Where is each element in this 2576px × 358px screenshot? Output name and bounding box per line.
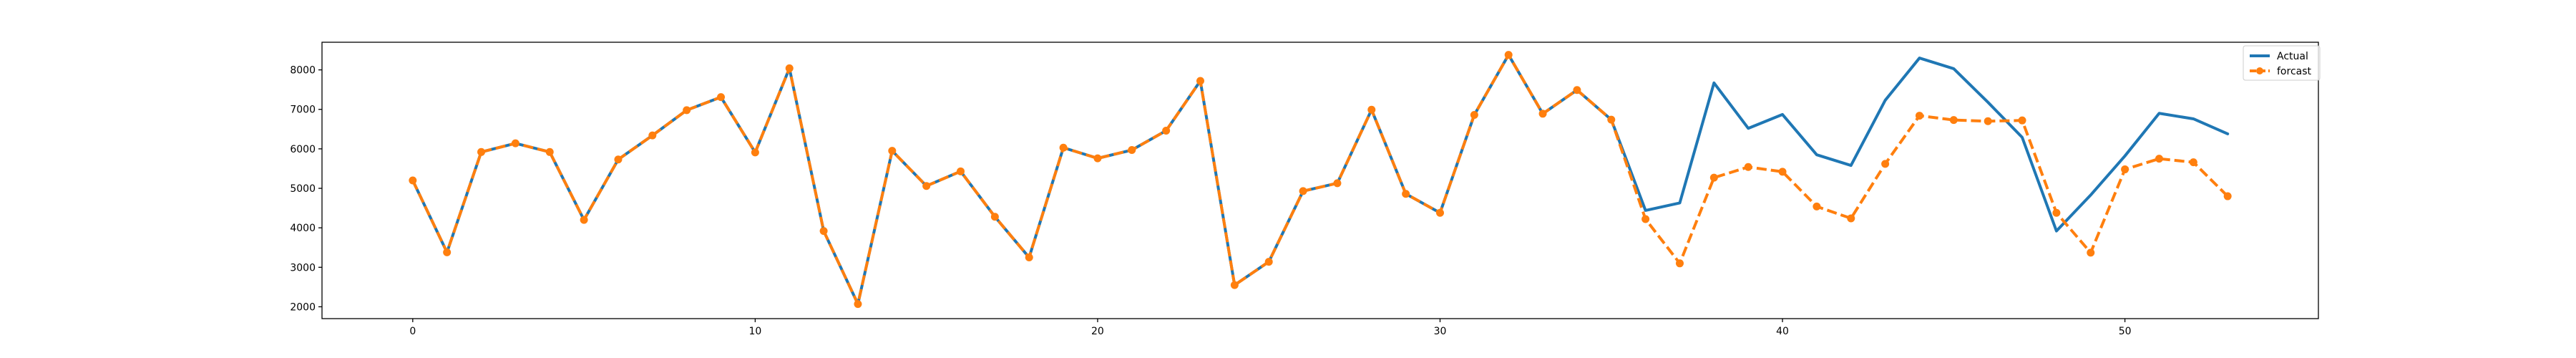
y-tick-label: 6000 [290, 144, 316, 155]
data-point-forcast [443, 248, 452, 256]
data-point-forcast [2189, 158, 2197, 167]
y-tick-label: 8000 [290, 65, 316, 77]
x-tick-label: 50 [2119, 326, 2132, 337]
data-point-forcast [2121, 165, 2129, 174]
data-point-forcast [1230, 281, 1239, 289]
data-point-forcast [614, 155, 623, 164]
data-point-forcast [1847, 214, 1855, 223]
y-tick-label: 2000 [290, 301, 316, 313]
data-point-forcast [683, 106, 691, 115]
x-tick-label: 30 [1434, 326, 1447, 337]
data-point-forcast [1778, 168, 1787, 176]
data-point-forcast [1813, 202, 1821, 211]
data-point-forcast [785, 64, 794, 72]
data-point-forcast [477, 147, 486, 156]
axes: 0 10 20 30 40 50 2000 3000 4000 5000 6000 7000 8000 [290, 42, 2319, 337]
data-point-forcast [1641, 215, 1650, 223]
data-point-forcast [854, 300, 862, 309]
data-point-forcast [1504, 51, 1513, 59]
data-point-forcast [648, 131, 657, 140]
legend-label-forcast: forcast [2277, 66, 2312, 77]
y-tick-label: 7000 [290, 105, 316, 116]
data-point-forcast [990, 213, 999, 221]
data-point-forcast [545, 147, 554, 156]
data-point-forcast [1573, 86, 1581, 95]
y-tick-label: 5000 [290, 183, 316, 195]
legend-marker-forcast [2256, 67, 2263, 74]
data-point-forcast [2087, 248, 2095, 257]
data-point-forcast [1367, 105, 1376, 114]
data-point-forcast [1402, 190, 1410, 198]
data-point-forcast [2052, 208, 2061, 217]
x-tick-label: 40 [1776, 326, 1789, 337]
data-point-forcast [1881, 160, 1890, 168]
data-point-forcast [1984, 117, 1992, 125]
data-point-forcast [922, 182, 931, 190]
data-point-forcast [957, 167, 965, 175]
data-point-forcast [2223, 192, 2232, 200]
data-point-forcast [1744, 163, 1752, 171]
data-point-forcast [1299, 187, 1307, 195]
legend: Actual forcast [2243, 45, 2321, 81]
data-point-forcast [1333, 179, 1342, 188]
data-point-forcast [580, 216, 588, 224]
data-point-forcast [1709, 173, 1718, 182]
data-point-forcast [819, 227, 828, 236]
data-point-forcast [888, 147, 897, 155]
data-point-forcast [511, 139, 519, 147]
data-point-forcast [1128, 146, 1136, 155]
x-tick-label: 10 [748, 326, 761, 337]
data-point-forcast [1264, 258, 1273, 266]
data-point-forcast [2155, 155, 2163, 163]
data-point-forcast [1949, 116, 1958, 125]
data-point-forcast [1436, 208, 1444, 217]
data-point-forcast [1675, 259, 1684, 268]
data-point-forcast [1025, 253, 1033, 262]
data-point-forcast [1059, 143, 1068, 152]
data-point-forcast [1538, 110, 1547, 118]
y-tick-label: 3000 [290, 262, 316, 274]
data-point-forcast [1470, 110, 1478, 119]
y-tick-label: 4000 [290, 223, 316, 234]
legend-label-actual: Actual [2277, 51, 2308, 62]
x-tick-label: 20 [1091, 326, 1104, 337]
plot-area [409, 51, 2232, 309]
data-point-forcast [1196, 77, 1204, 85]
data-point-forcast [751, 148, 759, 157]
data-point-forcast [1093, 154, 1102, 163]
data-point-forcast [2018, 116, 2026, 125]
axes-frame [321, 42, 2319, 319]
x-tick-label: 0 [409, 326, 416, 337]
data-point-forcast [1607, 115, 1616, 124]
series-line-forcast [411, 53, 2229, 306]
data-point-forcast [1915, 112, 1923, 120]
data-point-forcast [1162, 127, 1171, 135]
data-point-forcast [717, 93, 726, 102]
data-point-forcast [409, 176, 417, 185]
